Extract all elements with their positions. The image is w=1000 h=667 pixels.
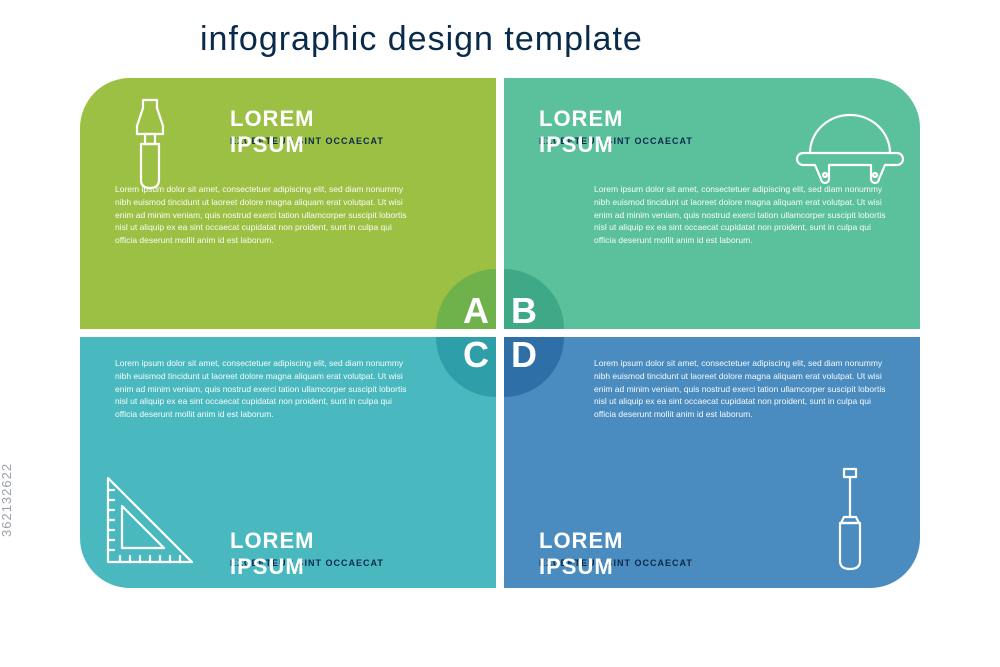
infographic-grid: LOREM IPSUM EXCEPTEUR SINT OCCAECAT Lore…	[80, 78, 920, 588]
panel-body: Lorem ipsum dolor sit amet, consectetuer…	[594, 183, 889, 247]
panel-heading: LOREM IPSUM	[230, 106, 384, 158]
panel-d-heading-block: LOREM IPSUM EXCEPTEUR SINT OCCAECAT	[539, 528, 693, 568]
letter-circle-d: D	[504, 337, 564, 397]
panel-b: LOREM IPSUM EXCEPTEUR SINT OCCAECAT Lore…	[504, 78, 920, 329]
panel-letter: C	[463, 337, 489, 376]
page-title: infographic design template	[200, 20, 643, 59]
panel-body: Lorem ipsum dolor sit amet, consectetuer…	[594, 357, 889, 421]
screwdriver-icon	[790, 460, 910, 580]
panel-letter: A	[463, 290, 489, 329]
panel-heading: LOREM IPSUM	[539, 106, 693, 158]
panel-c-heading-block: LOREM IPSUM EXCEPTEUR SINT OCCAECAT	[230, 528, 384, 568]
panel-letter: B	[511, 290, 537, 329]
panel-heading: LOREM IPSUM	[539, 528, 693, 580]
panel-b-heading-block: LOREM IPSUM EXCEPTEUR SINT OCCAECAT	[539, 106, 693, 146]
panel-c: Lorem ipsum dolor sit amet, consectetuer…	[80, 337, 496, 588]
panel-body: Lorem ipsum dolor sit amet, consectetuer…	[115, 357, 410, 421]
panel-d: Lorem ipsum dolor sit amet, consectetuer…	[504, 337, 920, 588]
panel-heading: LOREM IPSUM	[230, 528, 384, 580]
panel-a: LOREM IPSUM EXCEPTEUR SINT OCCAECAT Lore…	[80, 78, 496, 329]
letter-circle-a: A	[436, 269, 496, 329]
watermark-id: 362132622	[0, 463, 14, 537]
panel-body: Lorem ipsum dolor sit amet, consectetuer…	[115, 183, 410, 247]
panel-a-heading-block: LOREM IPSUM EXCEPTEUR SINT OCCAECAT	[230, 106, 384, 146]
letter-circle-b: B	[504, 269, 564, 329]
letter-circle-c: C	[436, 337, 496, 397]
triangle-ruler-icon	[90, 460, 210, 580]
panel-letter: D	[511, 337, 537, 376]
